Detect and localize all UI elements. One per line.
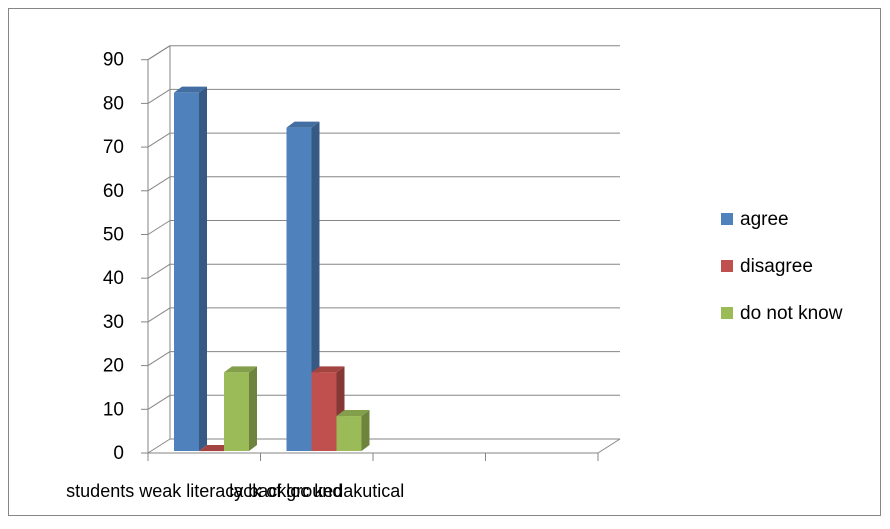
- legend-label: disagree: [740, 256, 813, 277]
- y-tick-label: 0: [113, 443, 124, 464]
- y-tick-label: 80: [103, 93, 124, 114]
- bar-agree: [174, 87, 207, 451]
- y-tick-label: 20: [103, 356, 124, 377]
- y-tick-label: 50: [103, 225, 124, 246]
- y-tick-label: 10: [103, 399, 124, 420]
- legend-swatch: [721, 260, 733, 272]
- y-tick-label: 30: [103, 312, 124, 333]
- bar-do-not-know: [337, 410, 370, 451]
- legend-swatch: [721, 213, 733, 225]
- y-tick-label: 90: [103, 50, 124, 71]
- x-tick-label: lack of loc kedakutical: [229, 481, 404, 501]
- y-tick-label: 70: [103, 137, 124, 158]
- y-tick-label: 60: [103, 181, 124, 202]
- legend-swatch: [721, 307, 733, 319]
- bar-do-not-know: [224, 366, 257, 451]
- legend-label: do not know: [740, 303, 843, 324]
- y-tick-label: 40: [103, 268, 124, 289]
- legend-label: agree: [740, 209, 789, 230]
